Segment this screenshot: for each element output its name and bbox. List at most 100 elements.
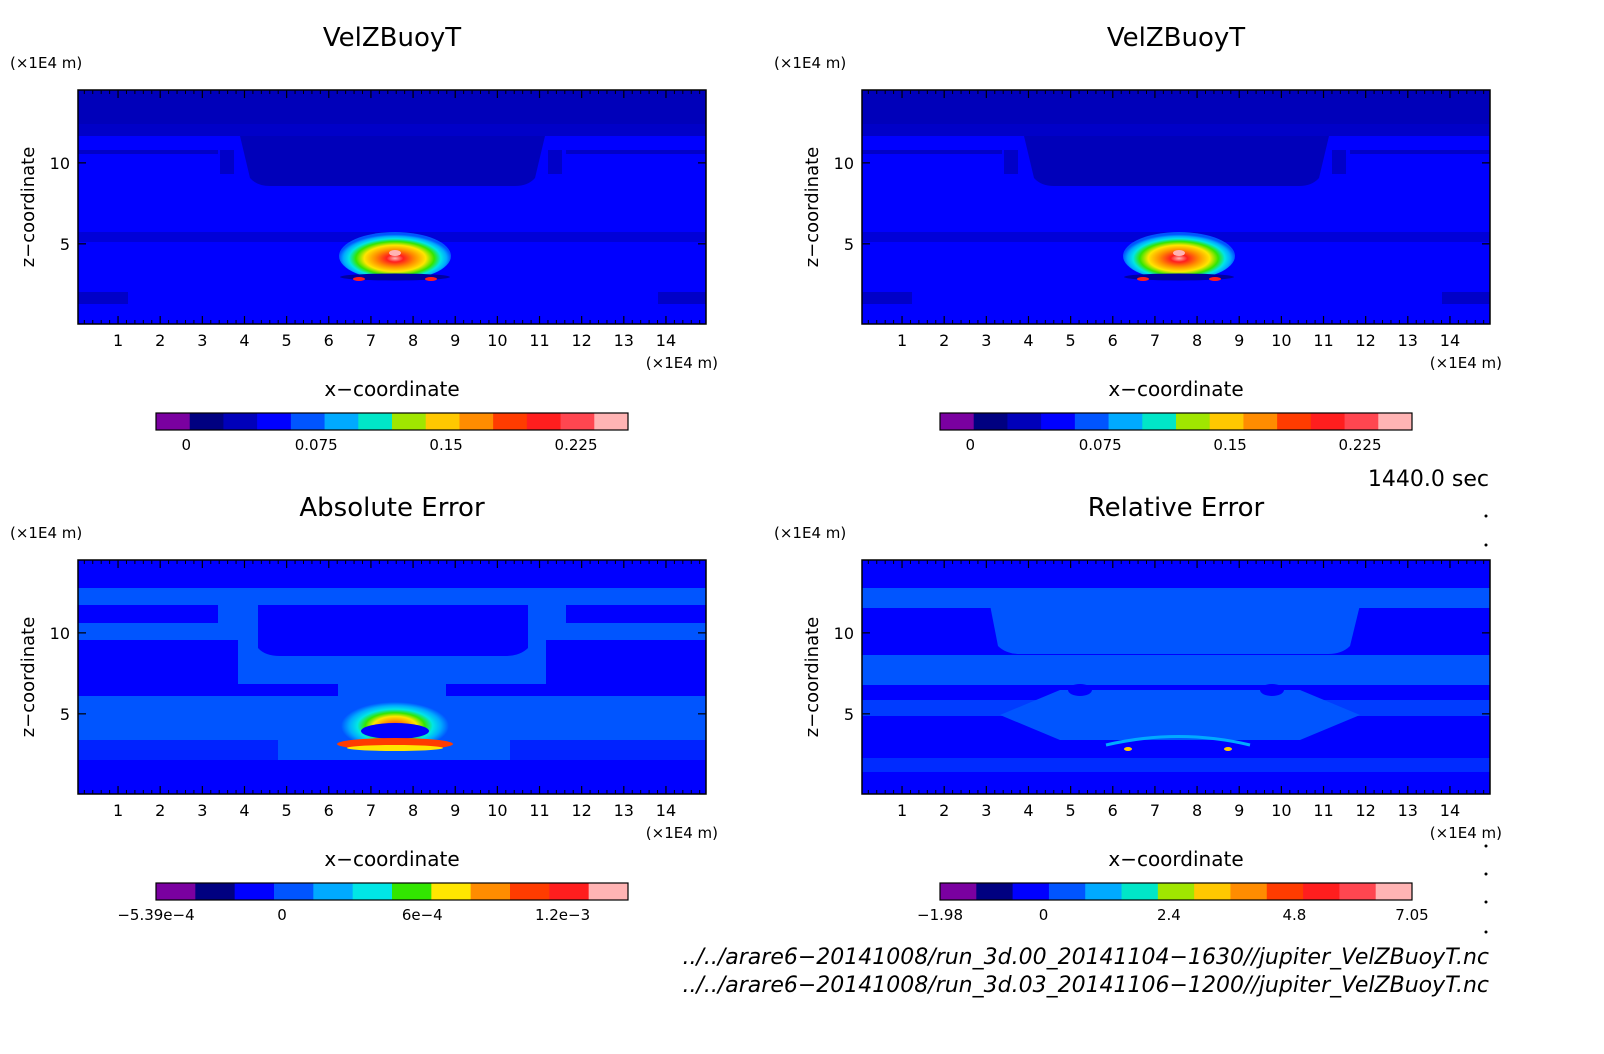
colorbar-segment <box>324 413 359 430</box>
colorbar-segment <box>510 883 550 900</box>
colorbar-segment <box>257 413 292 430</box>
y-tick-label: 10 <box>834 154 854 173</box>
colorbar-segment <box>940 413 975 430</box>
colorbar-tick-label: 0 <box>182 436 192 454</box>
colorbar-segment <box>1048 883 1086 900</box>
colorbar-tick-label: 6e−4 <box>402 906 443 924</box>
colorbar-segment <box>1194 883 1231 900</box>
y-axis-label: z−coordinate <box>18 617 39 738</box>
colorbar-segment <box>1007 413 1042 430</box>
plot-field <box>862 560 1490 794</box>
x-tick-label: 1 <box>897 331 907 350</box>
colorbar-segment <box>1176 413 1211 430</box>
x-tick-label: 10 <box>1271 331 1291 350</box>
colorbar-segment <box>1303 883 1340 900</box>
x-axis-ticks: 1 2 3 4 5 6 7 8 9 10 11 12 13 14 <box>867 560 1485 820</box>
y-axis-label: z−coordinate <box>18 147 39 268</box>
colorbar-segment <box>352 883 393 900</box>
colorbar-segment <box>156 883 196 900</box>
x-tick-label: 4 <box>1023 331 1033 350</box>
colorbar-segment <box>594 413 629 430</box>
y-axis-ticks: 5 10 <box>50 624 706 724</box>
x-tick-label: 9 <box>450 331 460 350</box>
colorbar-segment <box>195 883 236 900</box>
x-tick-label: 12 <box>1355 331 1375 350</box>
colorbar-segment <box>1142 413 1177 430</box>
x-tick-label: 1 <box>897 801 907 820</box>
x-axis-ticks: 1 2 3 4 5 6 7 8 9 10 11 12 13 14 <box>83 560 701 820</box>
y-unit-label: (×1E4 m) <box>774 524 846 542</box>
colorbar-segment <box>976 883 1014 900</box>
colorbar-segment <box>392 413 427 430</box>
colorbar: −1.98 0 2.4 4.8 7.05 <box>917 882 1429 924</box>
y-axis-label: z−coordinate <box>802 617 823 738</box>
x-tick-label: 12 <box>571 331 591 350</box>
x-tick-label: 5 <box>1066 331 1076 350</box>
colorbar-tick-label: 1.2e−3 <box>535 906 590 924</box>
x-tick-label: 5 <box>1066 801 1076 820</box>
plot-field <box>862 90 1490 324</box>
colorbar-segment <box>274 883 314 900</box>
colorbar-segment <box>1375 883 1413 900</box>
x-tick-label: 1 <box>113 331 123 350</box>
colorbar-segment <box>1012 883 1050 900</box>
panel-title: Relative Error <box>1088 493 1265 523</box>
x-axis-label: x−coordinate <box>324 377 459 401</box>
x-axis-label: x−coordinate <box>324 847 459 871</box>
y-tick-label: 5 <box>844 705 854 724</box>
y-tick-label: 5 <box>844 235 854 254</box>
x-unit-label: (×1E4 m) <box>1430 824 1502 842</box>
colorbar-segment <box>1041 413 1076 430</box>
y-tick-label: 10 <box>50 624 70 643</box>
colorbar-segment <box>1209 413 1244 430</box>
x-tick-label: 7 <box>366 331 376 350</box>
x-tick-label: 11 <box>1313 801 1333 820</box>
x-tick-label: 10 <box>1271 801 1291 820</box>
x-tick-label: 6 <box>1108 331 1118 350</box>
x-unit-label: (×1E4 m) <box>646 824 718 842</box>
colorbar-tick-label: 0.225 <box>555 436 598 454</box>
colorbar-tick-label: 0.15 <box>429 436 462 454</box>
x-tick-label: 2 <box>155 801 165 820</box>
x-tick-label: 4 <box>239 331 249 350</box>
y-tick-label: 10 <box>50 154 70 173</box>
y-axis-ticks: 5 10 <box>50 154 706 254</box>
x-tick-label: 8 <box>1192 801 1202 820</box>
colorbar-segment <box>549 883 590 900</box>
x-tick-label: 8 <box>408 331 418 350</box>
panel-velzbuoyt-right: VelZBuoyT (×1E4 m) 1 2 3 4 5 6 7 8 9 10 11 12 13 14 5… <box>774 23 1502 454</box>
x-tick-label: 5 <box>282 331 292 350</box>
colorbar-frame <box>155 412 629 431</box>
colorbar-segment <box>470 883 511 900</box>
x-tick-label: 11 <box>529 801 549 820</box>
plot-field <box>78 560 706 794</box>
colorbar-segment <box>940 883 977 900</box>
colorbar-segment <box>588 883 629 900</box>
colorbar-segment <box>1266 883 1304 900</box>
colorbar-segment <box>223 413 258 430</box>
panel-title: VelZBuoyT <box>1107 23 1245 53</box>
x-tick-label: 13 <box>1398 331 1418 350</box>
colorbar-tick-label: 0 <box>966 436 976 454</box>
x-tick-label: 6 <box>1108 801 1118 820</box>
colorbar-segment <box>290 413 326 430</box>
x-tick-label: 5 <box>282 801 292 820</box>
colorbar-segment <box>526 413 562 430</box>
x-tick-label: 3 <box>981 331 991 350</box>
x-tick-label: 13 <box>614 331 634 350</box>
y-tick-label: 5 <box>60 705 70 724</box>
x-tick-label: 8 <box>1192 331 1202 350</box>
colorbar-tick-label: 2.4 <box>1157 906 1181 924</box>
colorbar-tick-label: 0 <box>277 906 287 924</box>
colorbar-tick-label: −5.39e−4 <box>117 906 194 924</box>
x-tick-label: 7 <box>1150 801 1160 820</box>
colorbar-segment <box>156 413 191 430</box>
y-unit-label: (×1E4 m) <box>10 54 82 72</box>
x-tick-label: 2 <box>939 331 949 350</box>
x-tick-label: 13 <box>1398 801 1418 820</box>
x-tick-label: 7 <box>366 801 376 820</box>
colorbar-frame <box>939 882 1413 901</box>
x-tick-label: 14 <box>1440 801 1460 820</box>
x-tick-label: 9 <box>450 801 460 820</box>
